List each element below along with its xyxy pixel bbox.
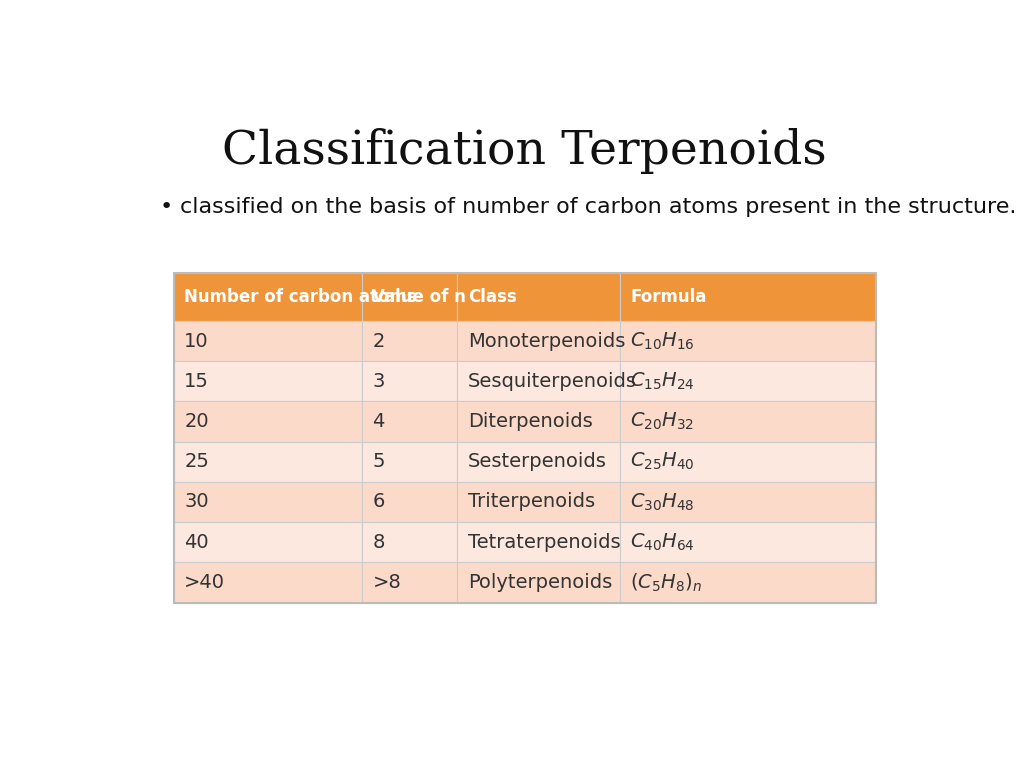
Bar — [174, 562, 362, 603]
Text: $C_{25}H_{40}$: $C_{25}H_{40}$ — [631, 451, 695, 472]
Bar — [620, 562, 876, 603]
Bar — [458, 321, 621, 361]
Text: 6: 6 — [373, 492, 385, 511]
Bar — [362, 273, 458, 321]
Bar — [458, 522, 621, 562]
Bar — [174, 402, 362, 442]
Text: 10: 10 — [184, 332, 209, 351]
Text: Monoterpenoids: Monoterpenoids — [468, 332, 625, 351]
Bar — [362, 402, 458, 442]
Bar — [174, 482, 362, 522]
Text: •: • — [160, 197, 173, 217]
Text: $C_{15}H_{24}$: $C_{15}H_{24}$ — [631, 371, 695, 392]
Text: classified on the basis of number of carbon atoms present in the structure.: classified on the basis of number of car… — [179, 197, 1016, 217]
Bar — [174, 522, 362, 562]
Text: Number of carbon atoms: Number of carbon atoms — [184, 288, 417, 306]
Text: 4: 4 — [373, 412, 385, 431]
Bar — [620, 522, 876, 562]
Bar — [620, 442, 876, 482]
Bar — [620, 482, 876, 522]
Text: 5: 5 — [373, 452, 385, 472]
Bar — [174, 361, 362, 402]
Text: $(C_5H_8)_n$: $(C_5H_8)_n$ — [631, 571, 702, 594]
Bar — [458, 442, 621, 482]
Text: Polyterpenoids: Polyterpenoids — [468, 573, 612, 592]
Text: 8: 8 — [373, 533, 385, 551]
Text: Value of n: Value of n — [373, 288, 466, 306]
Bar — [362, 562, 458, 603]
Text: Sesquiterpenoids: Sesquiterpenoids — [468, 372, 637, 391]
Text: Class: Class — [468, 288, 516, 306]
Bar — [174, 273, 362, 321]
Bar — [174, 442, 362, 482]
Bar — [362, 321, 458, 361]
Text: 25: 25 — [184, 452, 209, 472]
Bar — [458, 402, 621, 442]
Text: 15: 15 — [184, 372, 209, 391]
Text: Tetraterpenoids: Tetraterpenoids — [468, 533, 621, 551]
Bar — [458, 361, 621, 402]
Bar — [620, 402, 876, 442]
Text: 40: 40 — [184, 533, 209, 551]
Text: 20: 20 — [184, 412, 209, 431]
Bar — [174, 273, 876, 603]
Text: 30: 30 — [184, 492, 209, 511]
Bar — [620, 361, 876, 402]
Text: >40: >40 — [184, 573, 225, 592]
Text: $C_{40}H_{64}$: $C_{40}H_{64}$ — [631, 531, 695, 553]
Bar — [620, 321, 876, 361]
Text: Classification Terpenoids: Classification Terpenoids — [222, 128, 827, 174]
Text: $C_{30}H_{48}$: $C_{30}H_{48}$ — [631, 492, 695, 512]
Bar — [174, 321, 362, 361]
Bar — [362, 442, 458, 482]
Text: $C_{10}H_{16}$: $C_{10}H_{16}$ — [631, 330, 695, 352]
Text: $C_{20}H_{32}$: $C_{20}H_{32}$ — [631, 411, 694, 432]
Bar — [458, 562, 621, 603]
Text: Formula: Formula — [631, 288, 707, 306]
Text: Triterpenoids: Triterpenoids — [468, 492, 595, 511]
Text: 3: 3 — [373, 372, 385, 391]
Bar — [620, 273, 876, 321]
Bar — [362, 482, 458, 522]
Bar — [362, 522, 458, 562]
Bar — [458, 482, 621, 522]
Text: >8: >8 — [373, 573, 401, 592]
Bar — [362, 361, 458, 402]
Text: Sesterpenoids: Sesterpenoids — [468, 452, 606, 472]
Text: 2: 2 — [373, 332, 385, 351]
Bar — [458, 273, 621, 321]
Text: Diterpenoids: Diterpenoids — [468, 412, 593, 431]
